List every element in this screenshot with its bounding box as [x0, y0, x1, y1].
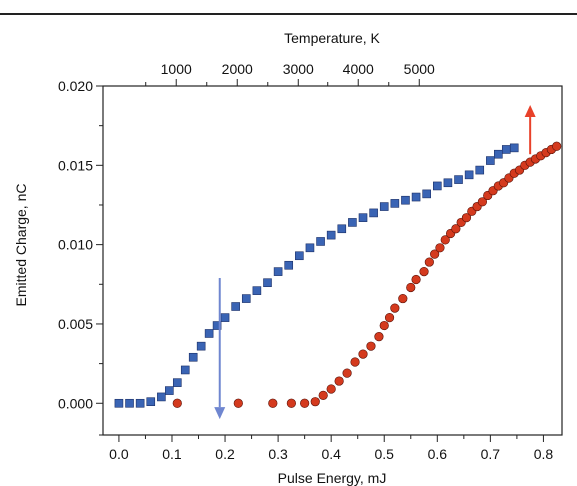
top-tick-label: 3000	[283, 61, 314, 77]
x-tick-label: 0.2	[215, 446, 235, 462]
data-point-square	[433, 181, 442, 191]
data-point-square	[358, 213, 368, 222]
data-point-circle	[358, 349, 368, 359]
data-point-circle	[384, 313, 395, 323]
data-point-square	[369, 208, 378, 218]
data-point-square	[172, 378, 182, 387]
y-tick-label: 0.020	[58, 78, 93, 94]
data-point-square	[188, 352, 198, 362]
data-point-square	[379, 202, 389, 211]
data-point-square	[252, 286, 262, 295]
data-point-square	[241, 294, 251, 303]
data-point-square	[501, 145, 511, 154]
data-point-square	[337, 224, 347, 234]
data-point-circle	[398, 293, 408, 304]
data-point-circle	[406, 282, 416, 293]
data-point-circle	[300, 398, 310, 408]
x-axis-title: Pulse Energy, mJ	[278, 470, 387, 486]
data-point-square	[165, 386, 174, 395]
data-point-circle	[233, 398, 243, 408]
data-point-square	[348, 218, 357, 227]
data-point-circle	[419, 267, 429, 277]
data-point-circle	[318, 390, 328, 400]
y-axis-title: Emitted Charge, nC	[13, 184, 29, 307]
top-tick-label: 4000	[343, 61, 374, 77]
data-point-circle	[461, 213, 472, 223]
data-point-square	[475, 165, 485, 175]
data-point-square	[273, 267, 283, 276]
data-point-square	[157, 392, 166, 402]
data-point-circle	[326, 384, 336, 394]
data-point-square	[146, 397, 156, 406]
x-tick-label: 0.6	[428, 446, 448, 462]
data-point-square	[316, 237, 325, 246]
data-point-square	[494, 149, 503, 159]
top-tick-label: 5000	[404, 61, 435, 77]
data-point-circle	[552, 141, 562, 151]
y-tick-label: 0.005	[58, 316, 93, 332]
data-point-circle	[430, 249, 440, 259]
data-point-square	[305, 243, 315, 253]
data-point-square	[454, 175, 463, 184]
data-point-circle	[374, 332, 384, 342]
data-point-square	[135, 398, 145, 408]
x-tick-label: 0.3	[268, 446, 288, 462]
data-point-circle	[440, 235, 450, 245]
top-tick-label: 1000	[161, 61, 192, 77]
data-point-circle	[379, 320, 389, 331]
data-point-circle	[286, 398, 296, 408]
x-tick-label: 0.0	[109, 446, 129, 462]
plot-area: 0.0 0.1 0.2 0.3 0.4 0.5 0.6 0.7 0.8 1000 2000 3000 4…	[58, 61, 563, 462]
data-point-circle	[310, 397, 320, 407]
data-point-circle	[477, 197, 488, 207]
data-point-circle	[435, 243, 445, 253]
plot-frame	[102, 85, 563, 436]
arrow-head	[524, 105, 536, 118]
data-point-circle	[424, 257, 434, 267]
data-point-square	[411, 192, 421, 202]
y-tick-label: 0.010	[58, 237, 93, 253]
data-point-circle	[350, 357, 360, 367]
data-point-square	[263, 278, 272, 288]
data-point-square	[212, 321, 222, 330]
data-point-square	[196, 341, 206, 351]
top-tick-label: 2000	[222, 61, 253, 77]
y-tick-label: 0.015	[58, 157, 93, 173]
data-point-circle	[366, 341, 376, 351]
data-point-square	[486, 156, 495, 165]
data-point-square	[390, 199, 400, 208]
data-point-square	[422, 189, 431, 199]
data-point-square	[443, 178, 453, 188]
data-point-square	[295, 251, 304, 261]
data-point-square	[284, 260, 294, 270]
data-point-circle	[342, 368, 352, 378]
data-point-circle	[334, 376, 344, 386]
data-point-square	[326, 230, 336, 240]
data-point-circle	[390, 303, 400, 313]
data-point-square	[180, 365, 190, 375]
data-point-square	[401, 195, 410, 205]
data-point-square	[231, 302, 240, 311]
arrow-head	[214, 407, 226, 420]
x-tick-label: 0.7	[481, 446, 501, 462]
data-point-square	[114, 398, 124, 408]
data-point-circle	[411, 274, 421, 285]
data-point-circle	[268, 398, 278, 408]
data-point-square	[464, 170, 474, 180]
x-tick-label: 0.4	[321, 446, 341, 462]
data-point-square	[125, 398, 134, 408]
data-point-square	[509, 143, 519, 153]
x-tick-label: 0.5	[375, 446, 395, 462]
top-axis-title: Temperature, K	[284, 30, 380, 46]
data-point-square	[204, 329, 214, 338]
data-point-circle	[172, 398, 182, 408]
x-tick-label: 0.1	[162, 446, 182, 462]
x-tick-label: 0.8	[534, 446, 554, 462]
data-point-circle	[451, 224, 461, 234]
data-point-square	[220, 313, 230, 322]
y-tick-label: 0.000	[58, 395, 93, 411]
